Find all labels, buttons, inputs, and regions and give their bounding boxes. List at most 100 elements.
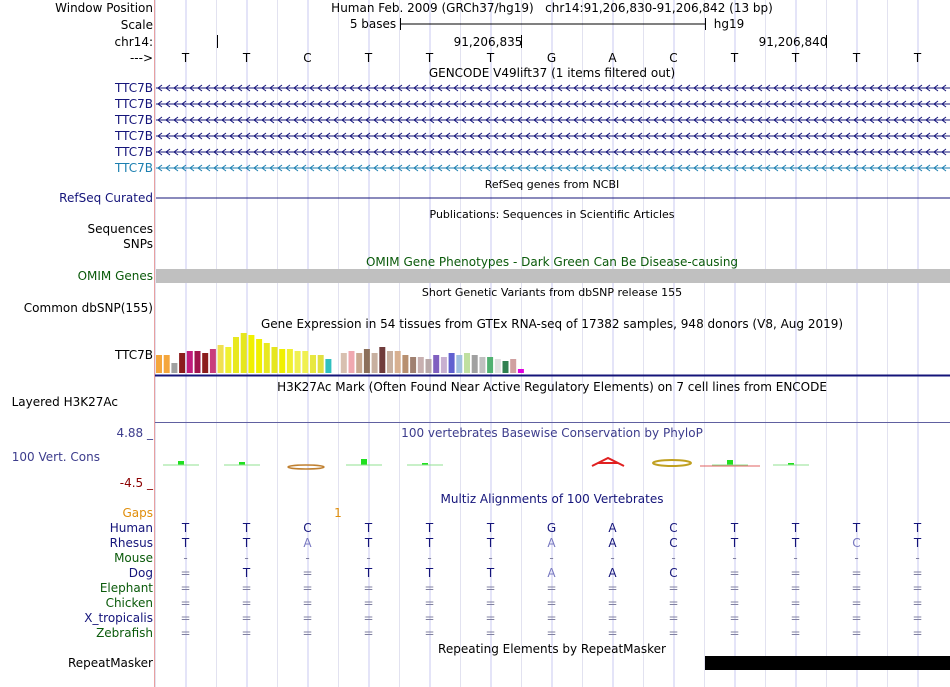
gtex-bar: [310, 355, 316, 373]
multiz-base: =: [912, 581, 923, 595]
multiz-base: -: [488, 551, 493, 565]
multiz-base: C: [669, 521, 678, 535]
gtex-bar: [417, 357, 424, 373]
conservation-track-title[interactable]: 100 vertebrates Basewise Conservation by…: [401, 426, 703, 440]
multiz-base: T: [242, 536, 251, 550]
snps-label[interactable]: SNPs: [123, 237, 153, 251]
refseq-label[interactable]: RefSeq Curated: [59, 191, 153, 205]
multiz-species-label[interactable]: Mouse: [114, 551, 153, 565]
chrom-position: chr14:91,206,830-91,206,842 (13 bp): [545, 1, 773, 15]
repeatmasker-track-title[interactable]: Repeating Elements by RepeatMasker: [438, 642, 666, 656]
h3k27ac-label[interactable]: Layered H3K27Ac: [11, 395, 118, 409]
multiz-base: =: [546, 581, 557, 595]
gtex-bar: [279, 349, 286, 373]
multiz-base: =: [607, 611, 618, 625]
multiz-species-label[interactable]: Dog: [128, 566, 153, 580]
multiz-base: =: [790, 581, 801, 595]
multiz-base: =: [790, 611, 801, 625]
repeatmasker-block: [705, 656, 950, 670]
multiz-base: =: [241, 611, 252, 625]
multiz-species-label[interactable]: Zebrafish: [96, 626, 153, 640]
gencode-gene-label[interactable]: TTC7B: [115, 145, 153, 159]
multiz-species-label[interactable]: X_tropicalis: [84, 611, 153, 625]
multiz-base: =: [302, 566, 313, 580]
conservation-base-glyph: [287, 464, 325, 470]
multiz-base: T: [486, 536, 495, 550]
gtex-label[interactable]: TTC7B: [115, 348, 153, 362]
gaps-value: 1: [334, 506, 342, 520]
sequences-label[interactable]: Sequences: [87, 222, 153, 236]
omim-bar: [156, 269, 950, 283]
gencode-gene-label[interactable]: TTC7B: [115, 129, 153, 143]
multiz-base: =: [424, 611, 435, 625]
gene-strand-arrows: [157, 148, 947, 156]
gtex-bar: [240, 333, 247, 373]
multiz-base: =: [424, 581, 435, 595]
multiz-base: =: [912, 611, 923, 625]
multiz-base: =: [302, 611, 313, 625]
multiz-base: =: [912, 566, 923, 580]
dbsnp-track-title[interactable]: Short Genetic Variants from dbSNP releas…: [421, 286, 683, 299]
multiz-track-title[interactable]: Multiz Alignments of 100 Vertebrates: [440, 492, 664, 506]
gtex-bar: [363, 349, 370, 373]
conservation-bar: [727, 460, 733, 465]
multiz-base: -: [915, 551, 920, 565]
multiz-base: =: [790, 626, 801, 640]
gencode-track-title[interactable]: GENCODE V49lift37 (1 items filtered out): [428, 66, 676, 80]
multiz-species-label[interactable]: Rhesus: [109, 536, 153, 550]
gencode-gene-label[interactable]: TTC7B: [115, 97, 153, 111]
base-letter: C: [303, 51, 312, 65]
multiz-base: T: [791, 521, 800, 535]
multiz-base: =: [241, 581, 252, 595]
multiz-base: G: [546, 521, 557, 535]
gtex-bar: [248, 335, 255, 373]
gene-strand-arrows: [157, 116, 947, 124]
gene-strand-arrows: [157, 132, 947, 140]
gencode-gene-label[interactable]: TTC7B: [115, 81, 153, 95]
conservation-label[interactable]: 100 Vert. Cons: [11, 450, 100, 464]
gtex-bar: [186, 351, 193, 373]
assembly-name: Human Feb. 2009 (GRCh37/hg19): [331, 1, 534, 15]
gtex-bar: [356, 353, 363, 373]
gtex-bar: [325, 359, 332, 373]
multiz-species-label[interactable]: Chicken: [105, 596, 153, 610]
chrom-label: chr14:: [114, 35, 153, 49]
conservation-bar: [788, 463, 794, 465]
base-letter: T: [730, 51, 739, 65]
multiz-base: -: [427, 551, 432, 565]
multiz-base: -: [305, 551, 310, 565]
gencode-gene-label[interactable]: TTC7B: [115, 113, 153, 127]
publications-track-title[interactable]: Publications: Sequences in Scientific Ar…: [429, 208, 675, 221]
gtex-bar: [456, 355, 463, 373]
repeatmasker-label[interactable]: RepeatMasker: [67, 656, 153, 670]
gtex-bar: [479, 357, 486, 373]
gtex-bar: [440, 357, 447, 373]
omim-track-title[interactable]: OMIM Gene Phenotypes - Dark Green Can Be…: [365, 255, 739, 269]
multiz-base: -: [610, 551, 615, 565]
gtex-bar: [233, 337, 239, 373]
dbsnp-label[interactable]: Common dbSNP(155): [23, 301, 153, 315]
refseq-track-title[interactable]: RefSeq genes from NCBI: [484, 178, 620, 191]
multiz-base: C: [669, 536, 678, 550]
multiz-base: =: [668, 596, 679, 610]
multiz-base: -: [244, 551, 249, 565]
multiz-base: -: [732, 551, 737, 565]
multiz-base: A: [608, 566, 617, 580]
coord-label-2: 91,206,840: [758, 35, 828, 49]
multiz-base: T: [364, 536, 373, 550]
gtex-bar: [487, 357, 494, 373]
conservation-bar: [361, 459, 367, 465]
gtex-bar: [271, 347, 278, 373]
multiz-species-label[interactable]: Elephant: [99, 581, 153, 595]
multiz-species-label[interactable]: Human: [109, 521, 153, 535]
gtex-bar: [209, 349, 216, 373]
multiz-base: T: [181, 521, 190, 535]
h3k27ac-track-title[interactable]: H3K27Ac Mark (Often Found Near Active Re…: [277, 380, 827, 394]
base-letter: T: [486, 51, 495, 65]
omim-label[interactable]: OMIM Genes: [77, 269, 153, 283]
multiz-base: =: [180, 566, 191, 580]
multiz-base: =: [912, 626, 923, 640]
gencode-gene-label[interactable]: TTC7B: [115, 161, 153, 175]
conservation-base-glyph: [591, 456, 625, 467]
gtex-track-title[interactable]: Gene Expression in 54 tissues from GTEx …: [260, 317, 844, 331]
